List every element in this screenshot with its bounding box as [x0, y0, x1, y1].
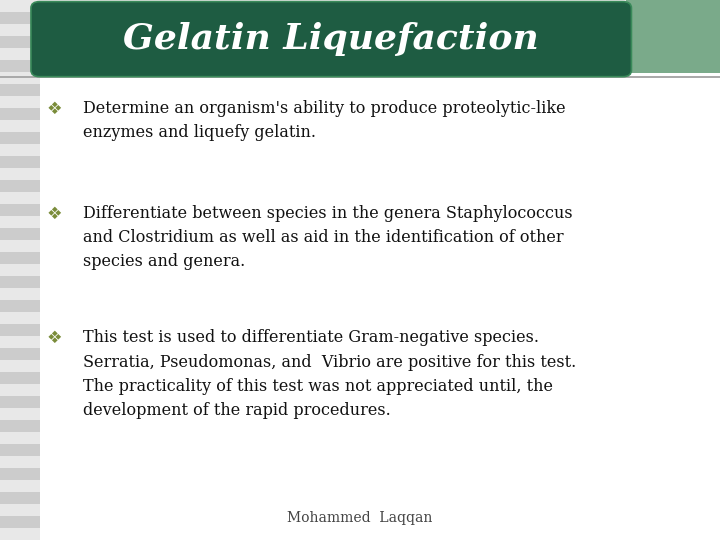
Bar	[0, 276, 720, 288]
Bar	[0, 96, 720, 108]
Bar	[0, 76, 720, 78]
Bar	[0, 108, 720, 120]
Bar	[0, 384, 720, 396]
Bar	[0, 180, 720, 192]
Bar	[0, 24, 720, 36]
Text: Determine an organism's ability to produce proteolytic-like
enzymes and liquefy : Determine an organism's ability to produ…	[83, 100, 565, 141]
Bar	[0, 192, 720, 204]
Bar	[0, 216, 720, 228]
Bar	[0, 228, 720, 240]
Bar	[0, 432, 720, 444]
Bar	[0, 348, 720, 360]
Text: ❖: ❖	[46, 100, 62, 118]
Bar	[0, 144, 720, 156]
Bar	[0, 240, 720, 252]
Bar	[0, 324, 720, 336]
Bar	[0, 420, 720, 432]
Bar	[0, 504, 720, 516]
Bar	[0, 264, 720, 276]
FancyBboxPatch shape	[31, 2, 631, 77]
Bar	[0, 156, 720, 168]
Text: Differentiate between species in the genera Staphylococcus
and Clostridium as we: Differentiate between species in the gen…	[83, 205, 572, 271]
Text: This test is used to differentiate Gram-negative species.
Serratia, Pseudomonas,: This test is used to differentiate Gram-…	[83, 329, 576, 419]
Bar	[0, 132, 720, 144]
Bar	[0, 252, 720, 264]
Text: Gelatin Liquefaction: Gelatin Liquefaction	[123, 22, 539, 56]
Bar	[0, 0, 720, 12]
Bar	[626, 0, 720, 73]
Bar	[40, 73, 720, 540]
Text: ❖: ❖	[46, 329, 62, 347]
Bar	[0, 408, 720, 420]
Bar	[0, 480, 720, 492]
Bar	[0, 528, 720, 540]
Bar	[0, 204, 720, 216]
Bar	[0, 48, 720, 60]
Bar	[0, 300, 720, 312]
Bar	[0, 516, 720, 528]
Bar	[0, 312, 720, 324]
Bar	[0, 120, 720, 132]
Bar	[0, 72, 720, 84]
Bar	[0, 456, 720, 468]
Bar	[0, 336, 720, 348]
Bar	[0, 444, 720, 456]
Bar	[0, 36, 720, 48]
Bar	[0, 288, 720, 300]
Bar	[0, 372, 720, 384]
Bar	[0, 492, 720, 504]
Bar	[0, 360, 720, 372]
Bar	[0, 12, 720, 24]
Bar	[0, 84, 720, 96]
Text: ❖: ❖	[46, 205, 62, 223]
Bar	[0, 396, 720, 408]
Bar	[0, 60, 720, 72]
Text: Mohammed  Laqqan: Mohammed Laqqan	[287, 511, 433, 525]
Bar	[0, 168, 720, 180]
Bar	[0, 468, 720, 480]
